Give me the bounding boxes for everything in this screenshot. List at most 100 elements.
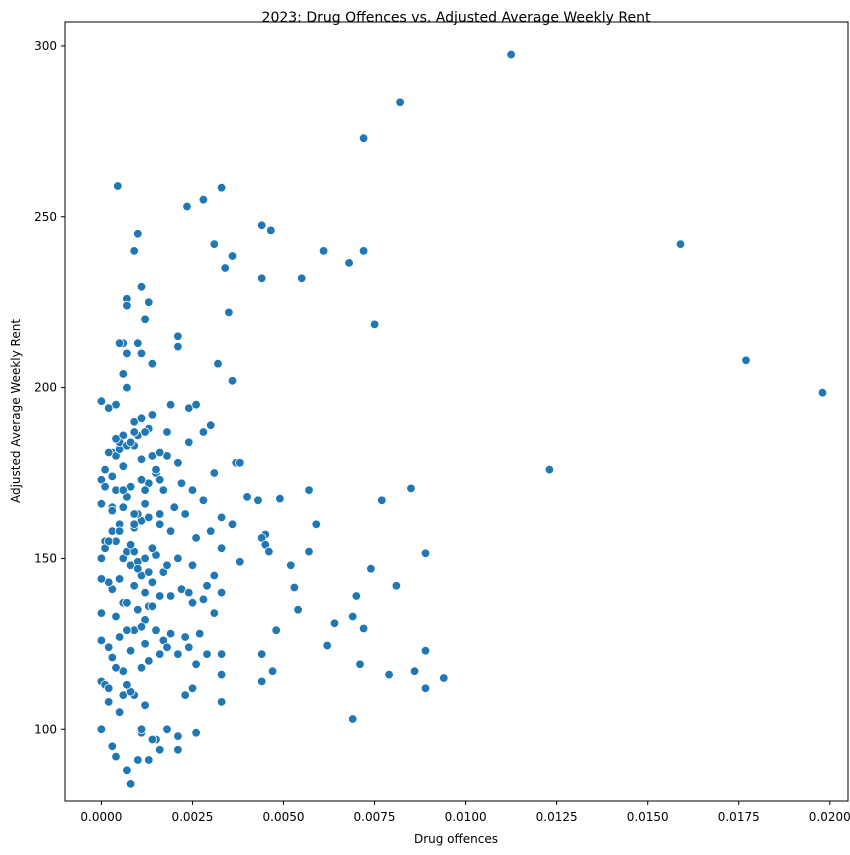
data-point (165, 628, 176, 639)
data-point (406, 483, 416, 494)
data-point (358, 246, 369, 256)
data-point (147, 359, 158, 369)
data-point (136, 663, 147, 673)
data-point (140, 314, 150, 325)
data-point (271, 625, 281, 635)
data-point (173, 745, 183, 755)
data-point (122, 625, 132, 635)
data-point (136, 724, 147, 735)
data-point (304, 546, 314, 557)
data-point (140, 553, 150, 564)
data-point (136, 622, 147, 632)
data-point (322, 640, 332, 651)
data-point (169, 502, 180, 512)
data-point (96, 574, 107, 584)
data-point (213, 359, 223, 369)
data-point (125, 779, 136, 789)
data-point (107, 471, 118, 482)
data-point (202, 649, 212, 659)
data-point (114, 574, 125, 584)
data-point (118, 485, 129, 495)
data-point (209, 608, 220, 618)
data-point (366, 564, 376, 574)
y-axis-ticks: 100 150 200 250 300 (34, 39, 65, 736)
data-point (216, 697, 227, 707)
data-point (227, 519, 238, 530)
data-point (122, 348, 132, 359)
data-point (96, 396, 107, 406)
data-point (257, 649, 267, 659)
data-point (205, 420, 216, 430)
data-point (162, 724, 172, 735)
data-point (114, 338, 125, 348)
x-tick-label: 0.0075 (354, 810, 396, 824)
data-point (96, 724, 107, 735)
data-point (216, 543, 227, 553)
data-point (162, 642, 172, 653)
data-point (297, 273, 307, 284)
data-point (122, 680, 132, 690)
data-point (391, 581, 402, 591)
data-point (198, 594, 209, 605)
data-point (114, 526, 125, 536)
data-point (125, 646, 136, 656)
data-point (173, 553, 183, 564)
data-point (111, 751, 121, 762)
data-point (209, 468, 220, 478)
data-point (103, 447, 114, 458)
data-point (227, 251, 238, 261)
x-axis-ticks: 0.0000 0.0025 0.0050 0.0075 0.0100 0.0125 0.01… (80, 801, 850, 824)
data-point (136, 454, 147, 465)
data-point (264, 546, 274, 557)
data-point (144, 297, 154, 307)
data-point (147, 734, 158, 745)
chart-title: 2023: Drug Offences vs. Adjusted Average… (262, 10, 651, 26)
data-point (216, 649, 227, 659)
data-point (351, 591, 362, 601)
data-point (154, 519, 165, 530)
data-point (136, 413, 147, 424)
data-point (114, 632, 125, 642)
x-tick-label: 0.0200 (809, 810, 850, 824)
data-point (100, 482, 110, 492)
data-point (293, 605, 303, 615)
data-point (136, 348, 147, 359)
data-point (202, 581, 212, 591)
data-point (209, 570, 220, 581)
data-point (180, 509, 190, 519)
data-point (187, 485, 198, 495)
x-tick-label: 0.0050 (263, 810, 305, 824)
data-point (348, 714, 358, 724)
data-point (144, 755, 154, 765)
data-point (122, 765, 132, 776)
x-tick-label: 0.0000 (80, 810, 122, 824)
data-point (173, 458, 183, 468)
data-point (154, 447, 165, 458)
data-point (125, 437, 136, 448)
data-point (187, 560, 198, 571)
data-point (257, 220, 267, 231)
data-point (198, 194, 209, 205)
data-point (184, 587, 194, 598)
data-point (136, 282, 147, 292)
data-point (111, 611, 121, 622)
data-point (377, 495, 387, 506)
data-point (140, 485, 150, 495)
data-point (198, 427, 209, 437)
data-point (140, 700, 150, 711)
data-point (358, 623, 369, 634)
data-point (103, 403, 114, 413)
data-point (144, 656, 154, 666)
data-point (129, 581, 139, 591)
data-point (144, 567, 154, 577)
data-point (165, 400, 176, 410)
data-point (118, 369, 129, 379)
data-point (133, 338, 143, 348)
y-tick-label: 150 (34, 551, 57, 565)
x-tick-label: 0.0100 (445, 810, 487, 824)
data-point (205, 526, 216, 536)
data-point (506, 49, 516, 60)
data-point (133, 755, 143, 765)
data-point (384, 669, 394, 680)
